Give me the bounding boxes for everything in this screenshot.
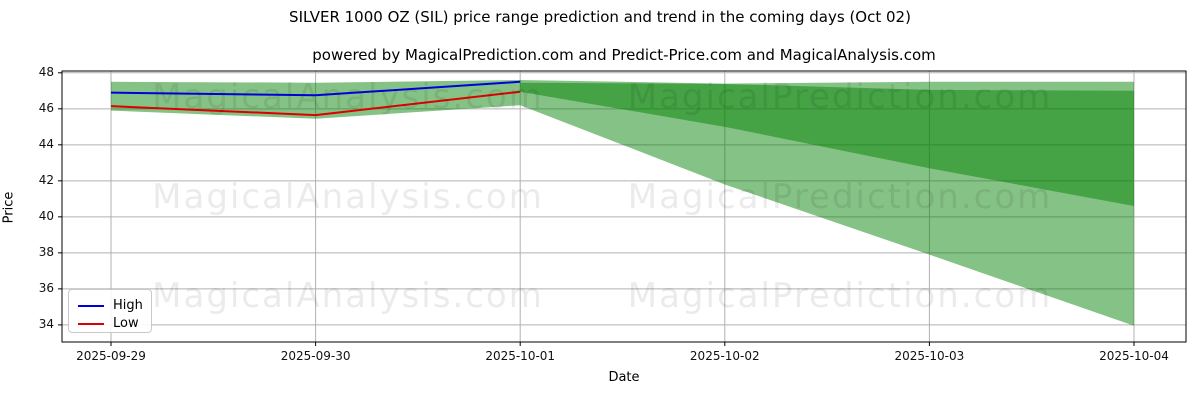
legend: High Low: [68, 289, 152, 333]
axes-border: [61, 70, 1187, 343]
y-tick-label: 34: [38, 316, 54, 331]
y-tick-label: 36: [38, 280, 54, 295]
x-tick-label: 2025-10-04: [1099, 349, 1169, 363]
high-line-swatch: [78, 305, 104, 307]
powered-by-subtitle: powered by MagicalPrediction.com and Pre…: [312, 46, 936, 64]
legend-label-low: Low: [113, 316, 139, 331]
band-forecast-outer-range: [520, 80, 1134, 326]
y-tick-label: 48: [38, 64, 54, 79]
x-tick-label: 2025-09-30: [280, 349, 351, 363]
x-tick-label: 2025-10-02: [689, 349, 760, 363]
x-axis-label: Date: [608, 370, 640, 385]
y-tick-label: 44: [38, 136, 54, 151]
y-tick-label: 46: [38, 100, 54, 115]
series-line-low: [110, 90, 521, 117]
band-historical-range: [111, 80, 521, 119]
series-line-high: [110, 80, 521, 97]
y-tick-label: 40: [38, 208, 54, 223]
x-tick-label: 2025-10-01: [485, 349, 556, 363]
band-forecast-inner-range: [520, 82, 1134, 207]
legend-item-low: Low: [78, 316, 151, 332]
legend-label-high: High: [113, 298, 143, 313]
y-tick-label: 42: [38, 172, 54, 187]
x-tick-label: 2025-10-03: [894, 349, 965, 363]
y-tick-label: 38: [38, 244, 54, 259]
page-title: SILVER 1000 OZ (SIL) price range predict…: [289, 8, 911, 26]
x-tick-label: 2025-09-29: [76, 349, 146, 363]
low-line-swatch: [78, 323, 104, 325]
legend-item-high: High: [78, 298, 151, 314]
